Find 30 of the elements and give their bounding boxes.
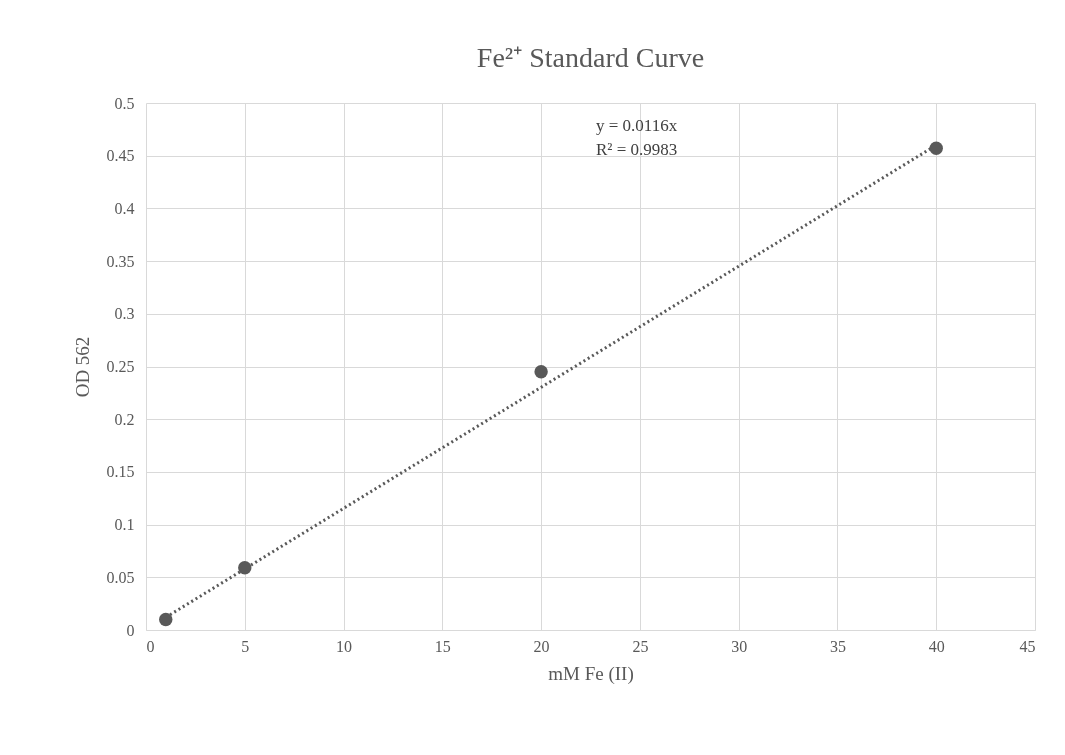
y-tick-label: 0.05 — [106, 568, 135, 586]
y-tick-label: 0.3 — [114, 305, 135, 323]
y-tick-label: 0 — [126, 621, 135, 639]
x-axis-title: mM Fe (II) — [548, 662, 634, 685]
y-tick-label: 0.35 — [106, 252, 135, 270]
y-tick-label: 0.2 — [114, 410, 135, 428]
x-tick-label: 15 — [434, 637, 451, 655]
x-tick-label: 20 — [533, 637, 550, 655]
y-axis-title: OD 562 — [71, 336, 93, 398]
y-tick-label: 0.5 — [114, 94, 135, 112]
point — [159, 612, 173, 627]
annotation: y = 0.0116x — [596, 116, 678, 135]
point — [238, 561, 252, 575]
y-tick-label: 0.1 — [114, 516, 135, 534]
y-tick-label: 0.45 — [106, 147, 135, 165]
x-tick-label: 30 — [731, 637, 748, 655]
y-tick-label: 0.15 — [106, 463, 135, 481]
chart-title: Fe²⁺ Standard Curve — [476, 42, 705, 73]
point — [929, 141, 943, 156]
annotation: R² = 0.9983 — [596, 140, 678, 159]
x-tick-label: 35 — [829, 637, 846, 655]
point — [534, 365, 548, 379]
y-tick-label: 0.25 — [106, 358, 135, 375]
x-tick-label: 0 — [146, 637, 155, 655]
x-tick-label: 25 — [632, 637, 649, 655]
x-tick-label: 10 — [336, 637, 353, 655]
x-tick-label: 40 — [928, 637, 945, 655]
x-tick-label: 45 — [1019, 637, 1036, 655]
x-tick-label: 5 — [241, 637, 250, 655]
y-tick-label: 0.4 — [114, 199, 135, 217]
